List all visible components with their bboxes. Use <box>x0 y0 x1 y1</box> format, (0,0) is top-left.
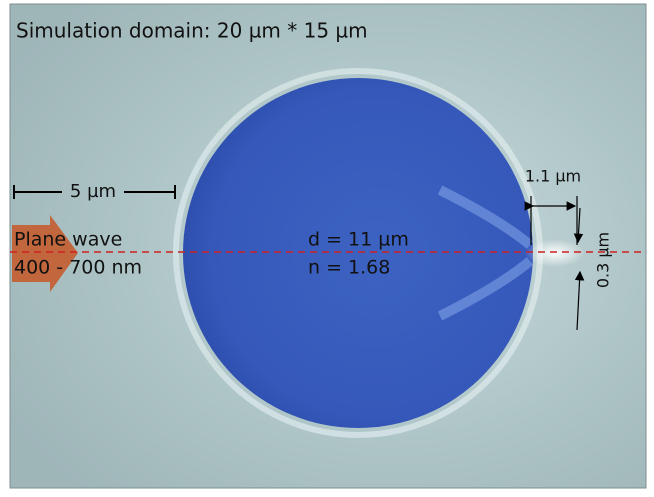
focal-spot <box>525 239 585 267</box>
source-label: Plane wave <box>14 229 122 251</box>
source-label: 400 - 700 nm <box>14 257 142 279</box>
sphere <box>183 78 533 428</box>
focal-distance-label: 1.1 µm <box>525 167 581 186</box>
focal-width-label: 0.3 µm <box>594 232 613 288</box>
title: Simulation domain: 20 µm * 15 µm <box>16 19 368 43</box>
sphere-label: n = 1.68 <box>308 257 390 279</box>
simulation-figure: Simulation domain: 20 µm * 15 µm 5 µm Pl… <box>0 0 654 493</box>
scale-label: 5 µm <box>70 181 116 202</box>
sphere-label: d = 11 µm <box>308 229 409 251</box>
